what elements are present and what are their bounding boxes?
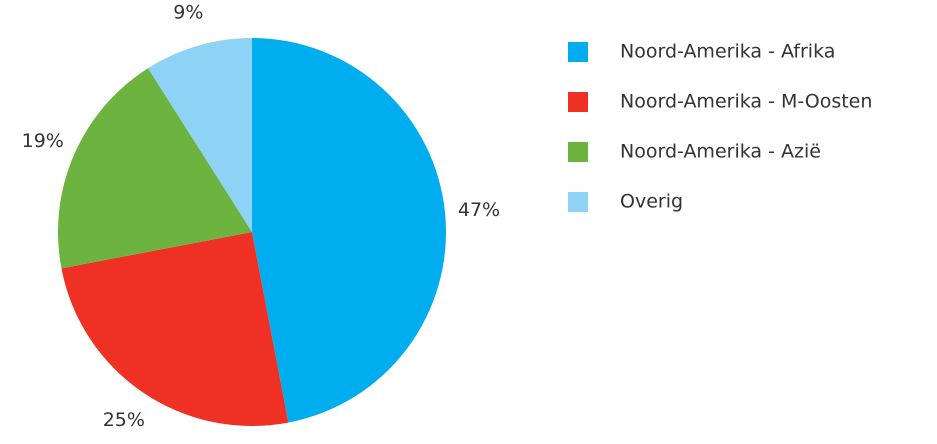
- slice-label: 9%: [173, 2, 203, 24]
- legend-label: Noord-Amerika - Azië: [620, 141, 821, 163]
- pie-slice: [57, 68, 252, 269]
- legend-swatch: [568, 42, 588, 62]
- pie-slice: [252, 38, 447, 423]
- legend-swatch: [568, 192, 588, 212]
- legend-label: Noord-Amerika - M-Oosten: [620, 91, 872, 113]
- legend-swatch: [568, 92, 588, 112]
- pie-slice: [61, 232, 289, 426]
- slice-label: 19%: [22, 130, 64, 152]
- pie-slice: [148, 38, 252, 232]
- slice-label: 25%: [103, 409, 145, 431]
- legend-swatch: [568, 142, 588, 162]
- slice-label: 47%: [458, 199, 500, 221]
- legend-label: Overig: [620, 191, 683, 213]
- legend-label: Noord-Amerika - Afrika: [620, 41, 835, 63]
